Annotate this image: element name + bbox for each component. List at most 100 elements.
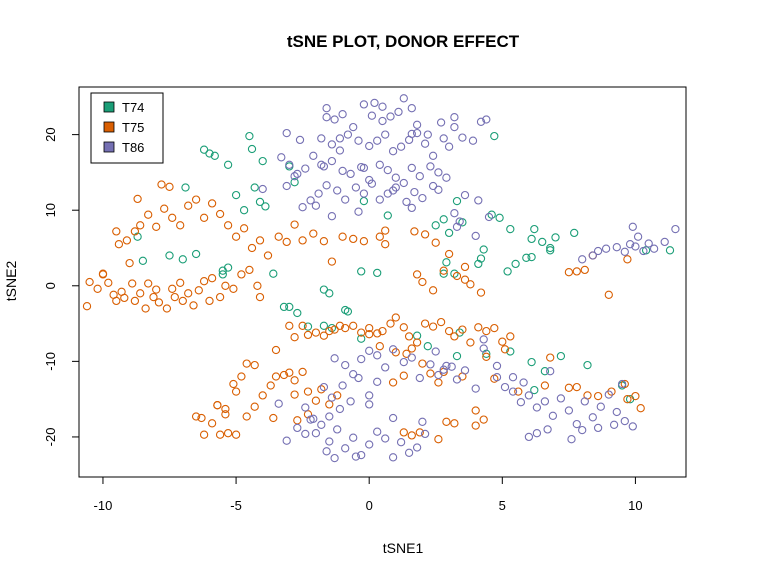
data-point [593,423,603,433]
data-point [546,353,555,362]
data-point [420,319,430,328]
data-point [365,141,374,151]
data-point [396,438,406,447]
data-point [407,163,416,173]
data-point [322,104,331,113]
data-point [519,378,528,387]
data-point [530,385,539,395]
data-point [359,100,369,109]
data-point [298,367,307,377]
data-point [199,145,209,154]
data-point [325,400,334,409]
data-point [399,323,408,332]
data-point [247,243,257,253]
data-point [357,334,366,343]
data-point [418,359,427,368]
data-point [290,390,299,399]
data-point [623,255,632,264]
data-point [540,397,550,406]
data-point [367,111,377,120]
data-point [399,94,408,103]
data-point [373,136,382,145]
data-point [381,434,390,443]
data-point [165,251,174,260]
data-point [290,333,299,342]
data-point [431,221,440,230]
data-point [381,363,390,372]
data-point [285,368,294,377]
data-point [322,181,331,190]
data-point [311,396,321,405]
data-point [215,430,225,439]
data-point [309,229,318,238]
data-point [402,197,411,207]
data-point [338,110,347,119]
data-point [343,307,353,316]
data-point [452,196,462,206]
data-point [620,379,629,389]
data-point [298,203,307,212]
data-point [231,190,241,200]
data-point [189,301,198,310]
data-point [178,255,187,264]
data-point [338,232,347,241]
data-point [452,222,462,231]
data-point [604,290,613,299]
data-point [335,134,345,143]
data-point [466,280,475,289]
data-point [290,172,299,181]
legend-box [90,92,164,164]
data-point [184,201,193,210]
data-point [439,365,448,374]
data-point [442,173,451,182]
data-point [245,265,254,275]
data-point [391,173,400,182]
data-point [458,325,467,334]
data-point [170,292,179,302]
data-point [325,326,334,336]
data-point [112,296,121,306]
series-t74 [133,131,675,404]
x-axis: -10 -5 0 5 10 [94,476,643,513]
data-point [274,399,283,408]
data-point [157,180,166,189]
data-point [476,254,486,263]
data-point [327,140,337,149]
data-point [375,160,384,169]
data-point [223,263,233,272]
data-point [436,118,446,127]
data-point [431,347,440,356]
data-point [138,256,148,265]
data-point [466,338,475,347]
data-point [410,227,419,236]
legend-swatch [103,121,115,133]
data-point [628,222,637,231]
data-point [479,245,488,254]
data-point [314,189,323,198]
data-point [303,410,313,419]
data-point [394,107,403,117]
data-point [476,288,486,297]
legend-label: T75 [122,120,144,135]
data-point [471,421,480,430]
data-point [386,112,395,121]
data-point [349,122,358,132]
data-point [388,345,398,354]
data-point [407,353,416,362]
data-point [317,385,326,394]
data-point [290,178,299,187]
data-point [114,240,124,249]
data-point [290,376,299,385]
data-point [450,122,459,132]
data-point [546,367,555,376]
data-point [439,215,448,224]
data-point [149,292,158,302]
data-point [98,269,108,278]
data-point [298,236,307,245]
data-point [191,249,201,259]
plot-frame [78,86,687,478]
data-point [492,373,502,382]
data-point [141,304,150,313]
data-point [671,224,680,234]
